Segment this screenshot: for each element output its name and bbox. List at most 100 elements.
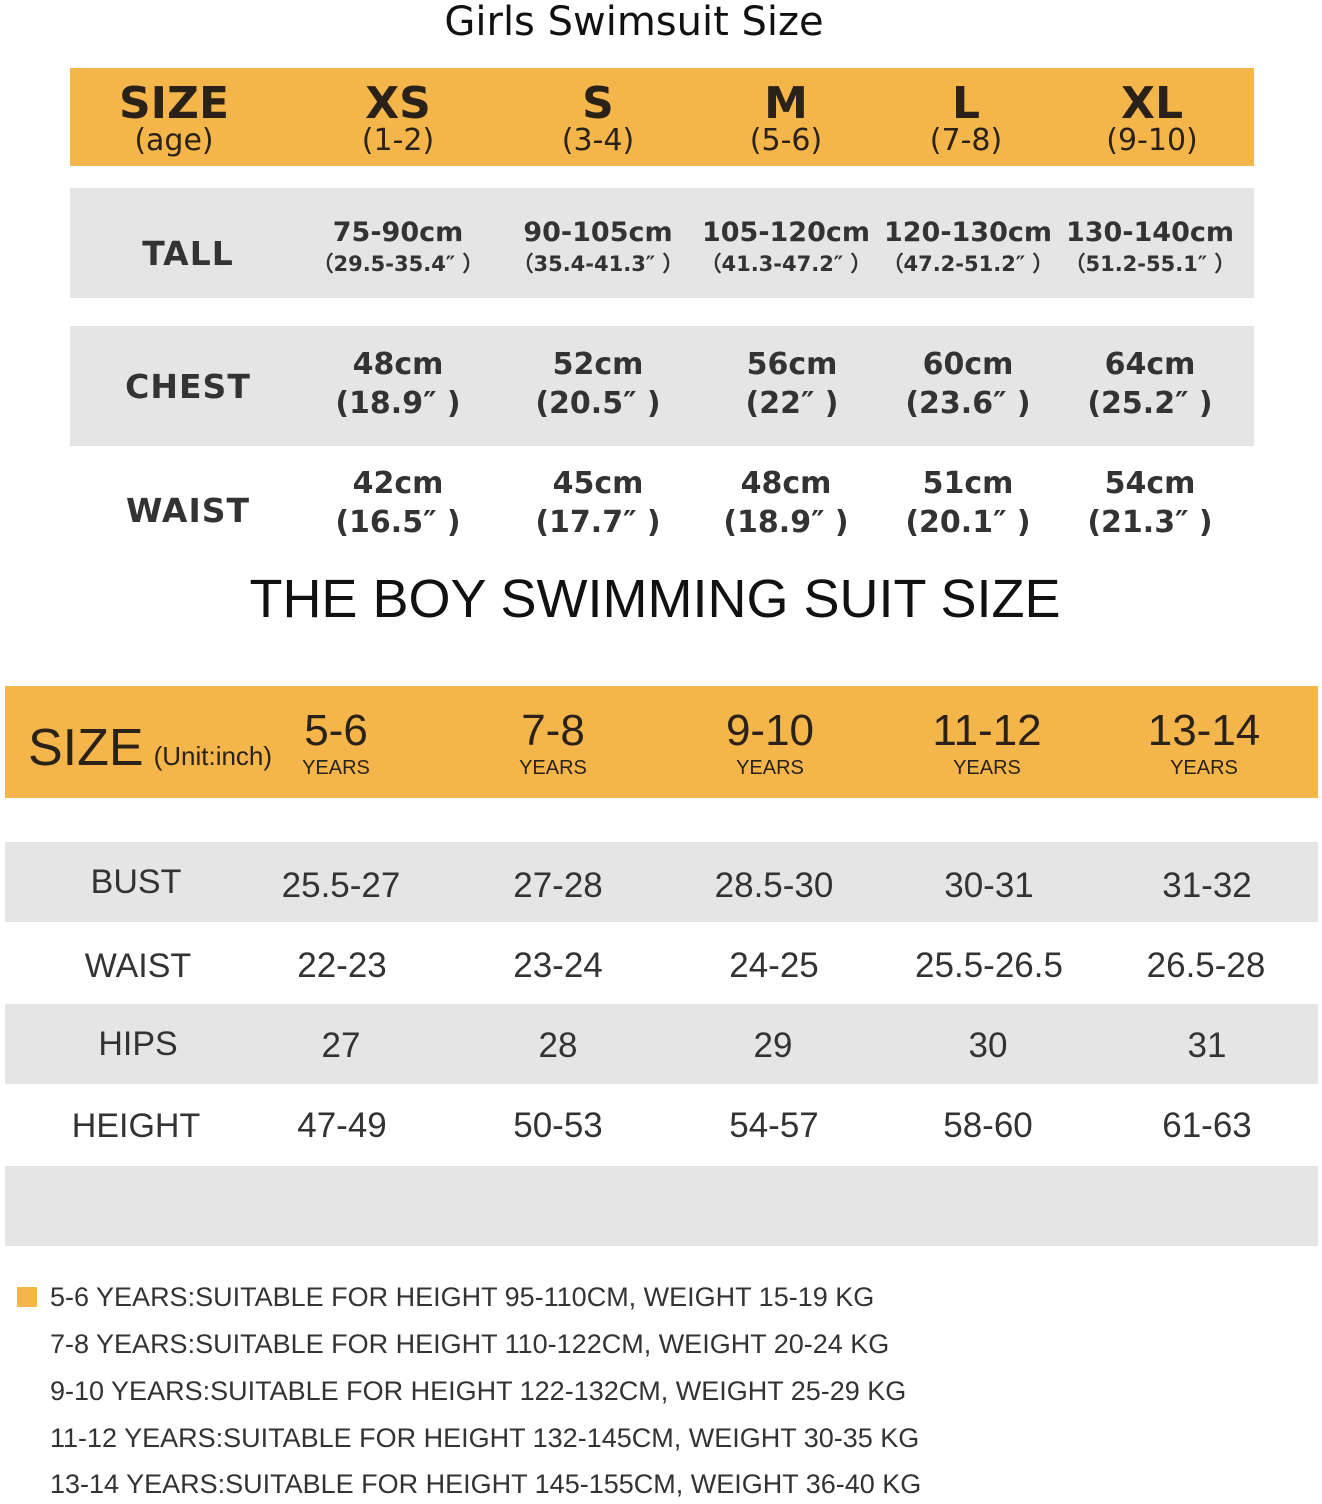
cell-sub: （47.2-51.2″ ）: [882, 252, 1054, 276]
cell-main: 90-105cm: [523, 217, 673, 248]
girls-size-col-m: M (5-6): [686, 76, 886, 162]
cell-sub: (16.5″ ): [335, 505, 461, 540]
girls-waist-cell: 42cm (16.5″ ): [298, 463, 498, 545]
girls-chest-cell: 64cm (25.2″ ): [1050, 344, 1250, 426]
size-range: 13-14: [1147, 706, 1261, 755]
size-unit: YEARS: [519, 757, 587, 779]
girls-chest-band: [70, 326, 1254, 446]
boys-hips-cell: 29: [753, 1026, 793, 1065]
girls-chest-cell: 56cm (22″ ): [692, 344, 892, 426]
girls-chest-cell: 48cm (18.9″ ): [298, 344, 498, 426]
boys-waist-cell: 23-24: [513, 946, 603, 985]
cell-sub: （51.2-55.1″ ）: [1064, 252, 1236, 276]
girls-waist-cell: 51cm (20.1″ ): [868, 463, 1068, 545]
boys-empty-band: [5, 1166, 1318, 1246]
girls-waist-cell: 54cm (21.3″ ): [1050, 463, 1250, 545]
girls-row-label-tall: TALL: [142, 233, 234, 273]
girls-tall-cell: 120-130cm （47.2-51.2″ ）: [868, 212, 1068, 284]
cell-sub: (17.7″ ): [535, 505, 661, 540]
boys-height-cell: 61-63: [1162, 1106, 1252, 1145]
boys-bust-cell: 27-28: [513, 866, 603, 905]
boys-bust-cell: 25.5-27: [281, 866, 401, 905]
girls-chest-cell: 60cm (23.6″ ): [868, 344, 1068, 426]
boys-size-col: 7-8 YEARS: [453, 700, 653, 790]
cell-main: 51cm: [922, 466, 1014, 501]
boys-hips-cell: 31: [1187, 1026, 1227, 1065]
cell-sub: （35.4-41.3″ ）: [512, 252, 684, 276]
boys-hips-cell: 27: [321, 1026, 361, 1065]
girls-size-col-xl: XL (9-10): [1052, 76, 1252, 162]
cell-main: 48cm: [352, 347, 444, 382]
size-name: XL: [1121, 78, 1183, 129]
cell-main: 52cm: [552, 347, 644, 382]
girls-header-band: [70, 68, 1254, 166]
girls-waist-cell: 48cm (18.9″ ): [686, 463, 886, 545]
boys-bust-cell: 28.5-30: [714, 866, 834, 905]
size-age: (1-2): [361, 123, 435, 158]
cell-sub: (22″ ): [745, 386, 839, 421]
cell-sub: (25.2″ ): [1087, 386, 1213, 421]
cell-sub: (20.5″ ): [535, 386, 661, 421]
boys-height-cell: 54-57: [729, 1106, 819, 1145]
boys-size-label: SIZE: [28, 719, 144, 777]
boys-bust-cell: 30-31: [944, 866, 1034, 905]
girls-size-col-xs: XS (1-2): [298, 76, 498, 162]
boys-height-cell: 58-60: [943, 1106, 1033, 1145]
size-age: (5-6): [749, 123, 823, 158]
note-line: 5-6 YEARS:SUITABLE FOR HEIGHT 95-110CM, …: [50, 1282, 875, 1312]
size-range: 7-8: [521, 706, 585, 755]
size-name: XS: [365, 78, 431, 129]
size-range: 11-12: [932, 706, 1042, 755]
cell-sub: (20.1″ ): [905, 505, 1031, 540]
cell-main: 64cm: [1104, 347, 1196, 382]
cell-main: 105-120cm: [701, 217, 871, 248]
girls-age-label: (age): [134, 123, 214, 158]
cell-sub: (21.3″ ): [1087, 505, 1213, 540]
size-unit: YEARS: [1170, 757, 1238, 779]
size-age: (9-10): [1106, 123, 1198, 158]
size-range: 9-10: [725, 706, 815, 755]
boys-row-label-waist: WAIST: [84, 946, 192, 985]
cell-main: 60cm: [922, 347, 1014, 382]
boys-bust-cell: 31-32: [1162, 866, 1252, 905]
size-unit: YEARS: [302, 757, 370, 779]
boys-height-cell: 47-49: [297, 1106, 387, 1145]
cell-sub: (18.9″ ): [723, 505, 849, 540]
girls-size-col-s: S (3-4): [498, 76, 698, 162]
note-line: 11-12 YEARS:SUITABLE FOR HEIGHT 132-145C…: [50, 1423, 920, 1453]
size-age: (7-8): [929, 123, 1003, 158]
boys-size-header: SIZE (Unit:inch): [28, 718, 273, 777]
girls-size-header: SIZE (age): [74, 76, 274, 162]
girls-tall-cell: 75-90cm （29.5-35.4″ ）: [298, 212, 498, 284]
boys-row-label-hips: HIPS: [98, 1024, 178, 1063]
girls-row-label-chest: CHEST: [125, 366, 251, 406]
boys-size-col: 13-14 YEARS: [1104, 700, 1304, 790]
boys-unit-label: (Unit:inch): [153, 741, 273, 771]
girls-size-label: SIZE: [118, 78, 230, 129]
size-name: S: [582, 78, 614, 129]
cell-sub: （29.5-35.4″ ）: [312, 252, 484, 276]
boys-waist-cell: 26.5-28: [1146, 946, 1266, 985]
boys-hips-cell: 30: [968, 1026, 1008, 1065]
girls-tall-cell: 130-140cm （51.2-55.1″ ）: [1050, 212, 1250, 284]
cell-main: 42cm: [352, 466, 444, 501]
girls-chest-cell: 52cm (20.5″ ): [498, 344, 698, 426]
boys-waist-cell: 24-25: [729, 946, 819, 985]
note-line: 7-8 YEARS:SUITABLE FOR HEIGHT 110-122CM,…: [50, 1329, 890, 1359]
girls-waist-cell: 45cm (17.7″ ): [498, 463, 698, 545]
boys-size-col: 11-12 YEARS: [887, 700, 1087, 790]
girls-tall-cell: 90-105cm （35.4-41.3″ ）: [498, 212, 698, 284]
boys-chart-title: THE BOY SWIMMING SUIT SIZE: [249, 569, 1061, 629]
size-name: L: [951, 78, 981, 129]
boys-hips-band: [5, 1004, 1318, 1084]
size-name: M: [764, 78, 808, 129]
boys-bust-band: [5, 842, 1318, 922]
size-range: 5-6: [304, 706, 368, 755]
girls-tall-band: [70, 188, 1254, 298]
girls-row-label-waist: WAIST: [125, 490, 250, 530]
boys-hips-cell: 28: [538, 1026, 578, 1065]
cell-main: 56cm: [746, 347, 838, 382]
boys-header-band: [5, 686, 1318, 798]
note-bullet-square: [17, 1287, 37, 1307]
girls-size-col-l: L (7-8): [866, 76, 1066, 162]
